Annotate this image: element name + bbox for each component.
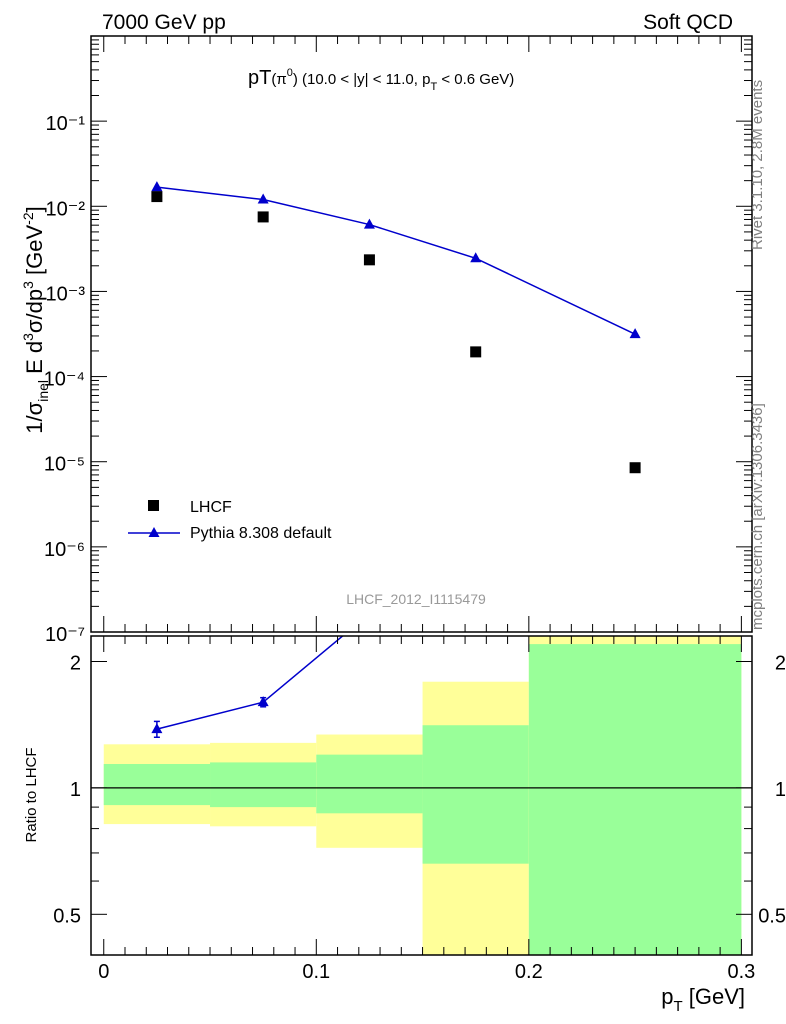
data-point [629, 462, 641, 474]
ratio-y-tick-label-left: 0.5 [53, 905, 81, 927]
legend-data-label: LHCF [190, 499, 232, 516]
main-y-tick-labels: 10⁻⁷ 10⁻⁶ 10⁻⁵ 10⁻⁴ 10⁻³ 10⁻² 10⁻¹ [44, 113, 86, 646]
ratio-frame [90, 635, 753, 956]
ratio-point [257, 696, 269, 707]
band-green [210, 762, 317, 808]
ratio-markers [151, 123, 641, 739]
uncertainty-bands [103, 636, 742, 955]
ratio-point [151, 723, 163, 734]
x-tick-label: 0.1 [302, 961, 330, 983]
band-green [422, 725, 529, 864]
legend-mc-marker [148, 527, 160, 537]
x-tick-label: 0.3 [727, 961, 755, 983]
mc-point [629, 328, 641, 339]
mc-point [257, 193, 269, 204]
data-markers [151, 191, 641, 474]
x-tick-label: 0.2 [515, 961, 543, 983]
data-point [151, 191, 163, 203]
ratio-y-tick-label-left: 1 [70, 779, 81, 801]
main-x-ticks [103, 36, 742, 632]
y-tick-label: 10⁻² [46, 198, 86, 220]
legend-data-marker [148, 500, 159, 511]
y-tick-label: 10⁻⁵ [44, 454, 85, 476]
legend-mc-label: Pythia 8.308 default [190, 525, 332, 542]
analysis-watermark: LHCF_2012_I1115479 [346, 591, 486, 607]
rivet-version-label: Rivet 3.1.10, 2.8M events [749, 80, 766, 250]
band-green [103, 764, 211, 806]
y-tick-label: 10⁻⁴ [44, 369, 85, 391]
ratio-point [470, 320, 481, 330]
data-point [470, 346, 482, 358]
ratio-y-tick-label-right: 0.5 [758, 905, 786, 927]
ratio-y-axis-title: Ratio to LHCF [23, 747, 40, 842]
header-right: Soft QCD [643, 11, 733, 34]
main-frame [90, 35, 753, 633]
data-point [257, 211, 269, 223]
plot-title: pT(π0) (10.0 < |y| < 11.0, pT < 0.6 GeV) [248, 67, 514, 93]
ratio-y-tick-label-right: 2 [775, 652, 786, 674]
main-y-axis-title: 1/σinel E d3σ/dp3 [GeV-2] [20, 206, 51, 433]
source-label: mcplots.cern.ch [arXiv:1306.3436] [749, 403, 766, 630]
main-y-ticks [91, 39, 752, 633]
mc-markers [151, 181, 641, 339]
main-panel: 10⁻⁷ 10⁻⁶ 10⁻⁵ 10⁻⁴ 10⁻³ 10⁻² 10⁻¹ pT(π0) (10.… [20, 35, 753, 646]
mc-series-line [156, 186, 636, 335]
band-green [316, 754, 423, 814]
y-tick-label: 10⁻¹ [46, 113, 86, 135]
ratio-y-tick-label-right: 1 [775, 779, 786, 801]
mc-point [151, 181, 163, 192]
ratio-y-tick-label-left: 2 [70, 652, 81, 674]
mc-point [470, 252, 482, 263]
ratio-point [630, 123, 641, 133]
x-tick-label: 0 [98, 961, 109, 983]
x-axis-title: pT [GeV] [661, 984, 745, 1015]
mc-point [363, 218, 375, 229]
y-tick-label: 10⁻⁷ [45, 624, 85, 646]
y-tick-label: 10⁻⁶ [44, 539, 85, 561]
ratio-series-line [156, 636, 344, 730]
y-tick-label: 10⁻³ [46, 283, 86, 305]
data-point [363, 254, 375, 266]
band-green [528, 644, 742, 955]
ratio-panel: 0.5 0.5 1 1 2 2 0 0.1 0.2 0.3 Ratio to LHCF pT [G… [23, 123, 786, 1015]
ratio-point [364, 608, 375, 618]
ratio-ticks: 0.5 0.5 1 1 2 2 0 0.1 0.2 0.3 [53, 636, 786, 983]
header-left: 7000 GeV pp [102, 11, 226, 34]
legend: LHCF Pythia 8.308 default [128, 499, 332, 542]
